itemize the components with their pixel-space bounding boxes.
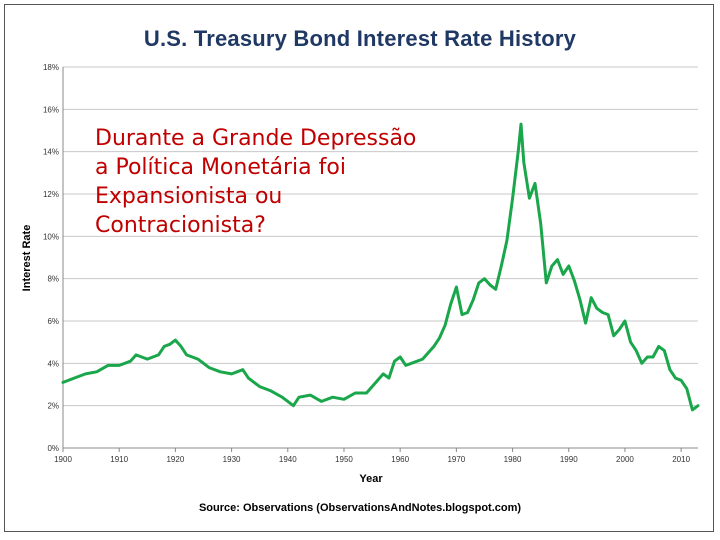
- grid-lines: [63, 66, 698, 407]
- y-axis-label: Interest Rate: [21, 225, 33, 292]
- tick-labels: 0% 2% 4% 6% 8% 10% 12% 14% 16% 18% 1900 1910 1920 193…: [43, 63, 691, 464]
- x-tick-label: 1910: [110, 455, 128, 464]
- overlay-question: Durante a Grande Depressão a Política Mo…: [95, 124, 495, 240]
- y-tick-label: 0%: [47, 444, 59, 453]
- y-tick-label: 14%: [43, 148, 59, 157]
- overlay-line-4: Contracionista?: [95, 213, 266, 238]
- x-tick-label: 1980: [504, 455, 522, 464]
- x-axis-label: Year: [359, 473, 383, 485]
- y-tick-label: 12%: [43, 190, 59, 199]
- x-tick-label: 1950: [335, 455, 353, 464]
- y-tick-label: 8%: [47, 275, 59, 284]
- y-tick-label: 10%: [43, 232, 59, 241]
- y-tick-label: 6%: [47, 317, 59, 326]
- series-line-0: [61, 122, 700, 412]
- y-tick-label: 16%: [43, 105, 59, 114]
- x-tick-label: 2000: [616, 455, 634, 464]
- x-tick-label: 1900: [54, 455, 72, 464]
- chart-title: U.S. Treasury Bond Interest Rate History: [143, 26, 577, 51]
- y-tick-label: 4%: [47, 359, 59, 368]
- y-tick-label: 2%: [47, 402, 59, 411]
- series-layer: [61, 122, 700, 412]
- overlay-line-3: Expansionista ou: [95, 184, 283, 209]
- overlay-line-2: a Política Monetária foi: [95, 155, 346, 180]
- x-tick-label: 1970: [447, 455, 465, 464]
- axes: [62, 67, 698, 452]
- x-tick-label: 2010: [672, 455, 690, 464]
- x-tick-label: 1940: [279, 455, 297, 464]
- x-tick-label: 1960: [391, 455, 409, 464]
- source-caption: Source: Observations (ObservationsAndNot…: [198, 502, 522, 514]
- x-tick-label: 1930: [223, 455, 241, 464]
- slide-frame: [4, 4, 714, 532]
- x-tick-label: 1990: [560, 455, 578, 464]
- overlay-line-1: Durante a Grande Depressão: [95, 126, 417, 151]
- x-tick-label: 1920: [166, 455, 184, 464]
- y-tick-label: 18%: [43, 63, 59, 72]
